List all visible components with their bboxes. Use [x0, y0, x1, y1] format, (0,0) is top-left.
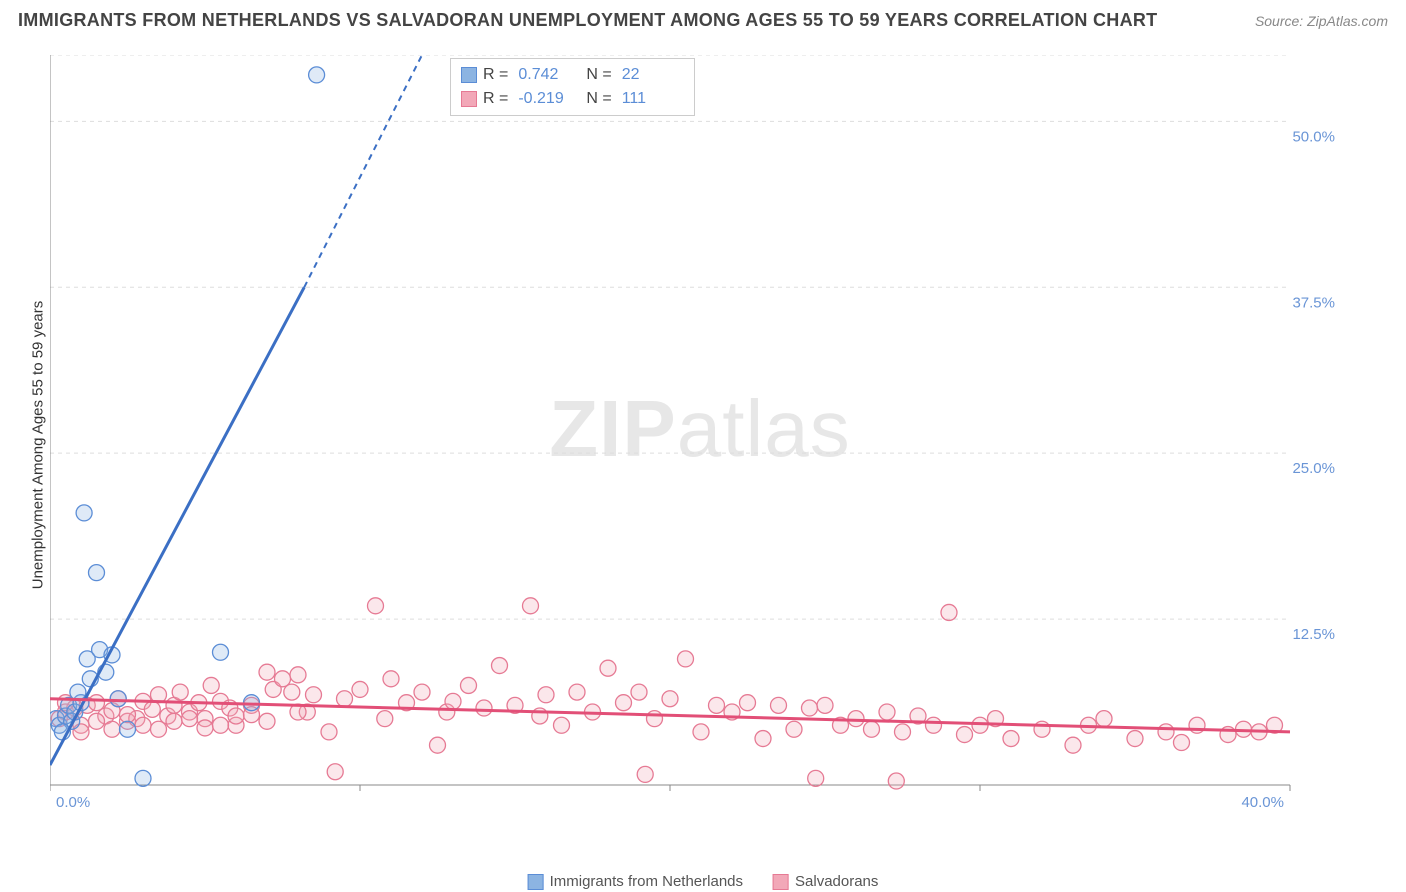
correlation-legend: R = 0.742 N = 22 R = -0.219 N = 111 — [450, 58, 695, 116]
n-value: 22 — [622, 63, 684, 87]
r-value: 0.742 — [518, 63, 580, 87]
legend-label: Salvadorans — [795, 873, 878, 890]
legend-label: Immigrants from Netherlands — [550, 873, 743, 890]
swatch-icon — [461, 67, 477, 83]
legend-item-netherlands: Immigrants from Netherlands — [528, 873, 743, 890]
correlation-row-netherlands: R = 0.742 N = 22 — [461, 63, 684, 87]
svg-text:50.0%: 50.0% — [1292, 128, 1335, 145]
svg-text:37.5%: 37.5% — [1292, 294, 1335, 311]
r-label: R = — [483, 63, 508, 87]
r-value: -0.219 — [518, 87, 580, 111]
correlation-row-salvadorans: R = -0.219 N = 111 — [461, 87, 684, 111]
r-label: R = — [483, 87, 508, 111]
legend-item-salvadorans: Salvadorans — [773, 873, 878, 890]
n-label: N = — [586, 87, 611, 111]
n-value: 111 — [622, 87, 684, 111]
swatch-icon — [773, 874, 789, 890]
scatter-plot: 0.0% 40.0% 12.5% 25.0% 37.5% 50.0% — [50, 55, 1350, 835]
svg-text:0.0%: 0.0% — [56, 794, 90, 811]
chart-area: Unemployment Among Ages 55 to 59 years Z… — [50, 55, 1350, 835]
svg-text:40.0%: 40.0% — [1241, 794, 1284, 811]
header: IMMIGRANTS FROM NETHERLANDS VS SALVADORA… — [18, 10, 1388, 31]
swatch-icon — [461, 91, 477, 107]
swatch-icon — [528, 874, 544, 890]
svg-text:25.0%: 25.0% — [1292, 460, 1335, 477]
y-axis-label: Unemployment Among Ages 55 to 59 years — [30, 301, 47, 590]
source-label: Source: ZipAtlas.com — [1255, 13, 1388, 29]
n-label: N = — [586, 63, 611, 87]
svg-text:12.5%: 12.5% — [1292, 626, 1335, 643]
chart-title: IMMIGRANTS FROM NETHERLANDS VS SALVADORA… — [18, 10, 1157, 31]
series-legend: Immigrants from Netherlands Salvadorans — [528, 873, 879, 890]
